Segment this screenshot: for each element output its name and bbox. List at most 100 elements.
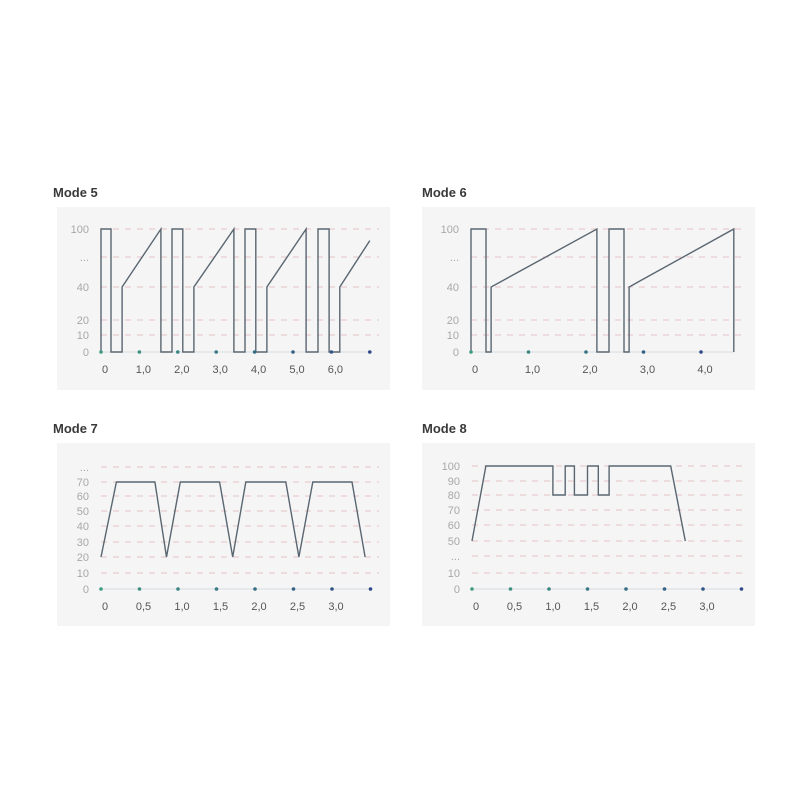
y-tick-label: 100 bbox=[441, 224, 459, 236]
axis-dot bbox=[624, 587, 628, 591]
y-tick-label: 10 bbox=[447, 330, 459, 342]
axis-dot bbox=[214, 350, 218, 354]
x-tick-label: 0,5 bbox=[507, 601, 522, 613]
x-tick-label: 6,0 bbox=[328, 364, 343, 376]
series-line bbox=[100, 226, 371, 353]
x-tick-label: 3,0 bbox=[640, 364, 655, 376]
x-tick-label: 4,0 bbox=[251, 364, 266, 376]
axis-dot bbox=[291, 587, 296, 591]
y-tick-label: 0 bbox=[454, 584, 460, 596]
axis-dot bbox=[252, 350, 257, 354]
y-tick-label: 50 bbox=[77, 506, 89, 518]
x-tick-label: 0 bbox=[472, 364, 478, 376]
axis-dot bbox=[137, 350, 142, 354]
chart-svg: ... 70 60 50 40 30 20 10 0 0 0,5 1,0 1,5 2,0 2,5 3,0 bbox=[77, 462, 379, 613]
x-tick-label: 1,0 bbox=[136, 364, 151, 376]
axis-dot bbox=[662, 587, 667, 591]
x-tick-label: 2,0 bbox=[251, 601, 266, 613]
y-tick-label: 70 bbox=[448, 505, 460, 517]
series-line bbox=[100, 481, 366, 558]
axis-dot bbox=[584, 350, 588, 354]
x-tick-label: 0 bbox=[102, 601, 108, 613]
chart-mode-6: 100... 40 20 10 0 0 1,0 2,0 3,0 4,0 bbox=[422, 207, 755, 390]
axis-dot bbox=[470, 587, 474, 591]
chart-title: Mode 5 bbox=[53, 185, 98, 200]
y-tick-label: 30 bbox=[77, 537, 89, 549]
axis-dot bbox=[291, 350, 295, 354]
y-tick-label: 10 bbox=[448, 568, 460, 580]
y-tick-label: 40 bbox=[77, 521, 89, 533]
axis-dot bbox=[368, 587, 373, 591]
chart-title: Mode 7 bbox=[53, 421, 98, 436]
x-tick-label: 2,0 bbox=[622, 601, 637, 613]
x-tick-label: 2,0 bbox=[582, 364, 597, 376]
y-tick-label: 20 bbox=[447, 315, 459, 327]
x-tick-label: 0,5 bbox=[136, 601, 151, 613]
y-tick-label: 0 bbox=[453, 347, 459, 359]
y-tick-label: 80 bbox=[448, 490, 460, 502]
y-tick-label: 100 bbox=[71, 224, 89, 236]
axis-dot bbox=[585, 587, 590, 591]
y-tick-label: ... bbox=[450, 252, 459, 264]
y-tick-label: 90 bbox=[448, 476, 460, 488]
series-line bbox=[470, 227, 735, 353]
axis-dot bbox=[547, 587, 551, 591]
axis-dot bbox=[641, 350, 646, 354]
x-tick-label: 1,5 bbox=[584, 601, 599, 613]
x-tick-label: 2,0 bbox=[174, 364, 189, 376]
x-tick-label: 1,0 bbox=[174, 601, 189, 613]
axis-dot bbox=[99, 350, 103, 354]
y-tick-label: 100 bbox=[442, 461, 460, 473]
axis-dot bbox=[214, 587, 219, 591]
axis-dot bbox=[739, 587, 744, 591]
x-tick-label: 3,0 bbox=[328, 601, 343, 613]
x-tick-label: 0 bbox=[473, 601, 479, 613]
axis-dot bbox=[176, 350, 180, 354]
y-tick-label: 50 bbox=[448, 536, 460, 548]
chart-title: Mode 8 bbox=[422, 421, 467, 436]
y-tick-label: ... bbox=[451, 551, 460, 563]
y-tick-label: 10 bbox=[77, 568, 89, 580]
axis-dot bbox=[526, 350, 531, 354]
axis-dot bbox=[329, 350, 334, 354]
axis-dot bbox=[176, 587, 180, 591]
y-tick-label: 60 bbox=[448, 520, 460, 532]
y-tick-label: 10 bbox=[77, 330, 89, 342]
chart-mode-5: 100... 40 20 10 0 0 1,0 2,0 3,0 4,0 5,0 6,0 bbox=[57, 207, 390, 390]
x-tick-label: 1,0 bbox=[545, 601, 560, 613]
y-tick-label: ... bbox=[80, 462, 89, 474]
axis-dot bbox=[508, 587, 513, 591]
chart-mode-8: 100 90 80 70 60 50... 10 0 0 0,5 1,0 1,5 2,0 2,5 3,0 bbox=[422, 443, 755, 626]
axis-dot bbox=[699, 350, 703, 354]
x-tick-label: 3,0 bbox=[213, 364, 228, 376]
x-tick-label: 2,5 bbox=[290, 601, 305, 613]
y-tick-label: 40 bbox=[77, 282, 89, 294]
x-tick-label: 1,5 bbox=[213, 601, 228, 613]
axis-dot bbox=[99, 587, 103, 591]
x-tick-label: 4,0 bbox=[697, 364, 712, 376]
y-tick-label: 40 bbox=[447, 282, 459, 294]
y-tick-label: 20 bbox=[77, 552, 89, 564]
x-tick-label: 5,0 bbox=[289, 364, 304, 376]
chart-mode-7: ... 70 60 50 40 30 20 10 0 0 0,5 1,0 1,5 2,0 2,5 3,0 bbox=[57, 443, 390, 626]
y-tick-label: ... bbox=[80, 252, 89, 264]
axis-dot bbox=[253, 587, 257, 591]
y-tick-label: 0 bbox=[83, 347, 89, 359]
axis-dot bbox=[701, 587, 705, 591]
y-tick-label: 20 bbox=[77, 315, 89, 327]
chart-title: Mode 6 bbox=[422, 185, 467, 200]
y-tick-label: 70 bbox=[77, 477, 89, 489]
series-line bbox=[471, 465, 686, 542]
axis-dot bbox=[469, 350, 473, 354]
y-tick-label: 60 bbox=[77, 491, 89, 503]
axis-dot bbox=[368, 350, 372, 354]
x-tick-label: 1,0 bbox=[525, 364, 540, 376]
axis-dot bbox=[330, 587, 334, 591]
axis-dot bbox=[137, 587, 142, 591]
x-tick-label: 0 bbox=[102, 364, 108, 376]
x-tick-label: 3,0 bbox=[699, 601, 714, 613]
y-tick-label: 0 bbox=[83, 584, 89, 596]
